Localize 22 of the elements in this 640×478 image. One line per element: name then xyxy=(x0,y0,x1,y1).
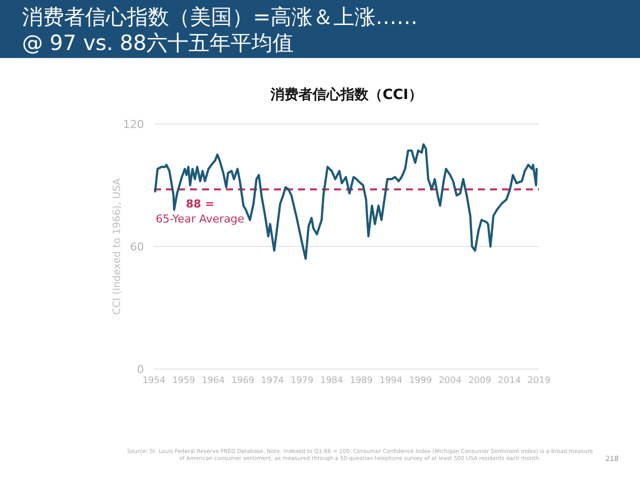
chart-title: 消费者信心指数（美国）=高涨＆上涨…… @ 97 vs. 88六十五年平均值 xyxy=(22,5,418,55)
x-tick-label: 1969 xyxy=(231,376,255,386)
x-tick-label: 1964 xyxy=(202,376,225,386)
x-tick-label: 1954 xyxy=(142,376,166,386)
x-tick-label: 1999 xyxy=(409,376,432,386)
line-series xyxy=(154,143,538,260)
chart-subtitle: 消费者信心指数（CCI） xyxy=(270,86,422,103)
x-tick-label: 1979 xyxy=(290,376,314,386)
y-tick-label: 120 xyxy=(123,118,144,131)
x-tick-label: 1994 xyxy=(379,376,403,386)
x-tick-label: 2004 xyxy=(438,376,462,386)
x-tick-label: 1959 xyxy=(172,376,196,386)
x-tick-label: 2014 xyxy=(498,376,522,386)
y-tick-label: 60 xyxy=(130,240,144,254)
x-tick-label: 2009 xyxy=(468,376,492,386)
x-tick-label: 1984 xyxy=(320,376,344,386)
ref-line-label: 88 = 65-Year Average xyxy=(156,197,245,226)
y-tick-label: 0 xyxy=(137,363,144,376)
x-tick-label: 1974 xyxy=(261,376,284,386)
x-tick-label: 2019 xyxy=(528,376,551,386)
x-tick-label: 1989 xyxy=(350,376,374,386)
y-axis-title: CCI (Indexed to 1966), USA xyxy=(112,178,123,315)
